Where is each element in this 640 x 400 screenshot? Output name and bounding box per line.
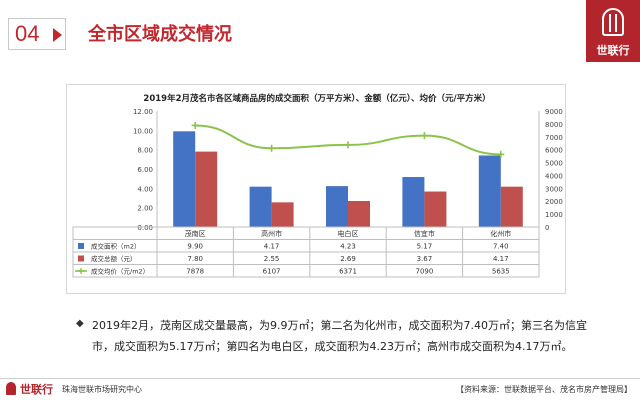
y-right-tick-label: 7000 [545, 134, 563, 142]
bar-area [326, 186, 348, 227]
legend-swatch [78, 243, 84, 249]
y-right-tick-label: 6000 [545, 147, 563, 155]
data-label: 2.69 [340, 255, 356, 263]
legend-swatch-marker [78, 268, 84, 274]
brand-logo: 世联行 [586, 0, 640, 62]
chart: 2019年2月茂名市各区域商品房的成交面积（万平方米）、金额（亿元）、均价（元/… [72, 93, 563, 278]
footer-brand: 世联行 [20, 383, 53, 396]
line-point-marker [344, 141, 352, 149]
y-right-tick-label: 5000 [545, 160, 563, 168]
data-label: 4.17 [493, 255, 509, 263]
bar-area [478, 155, 501, 227]
chart-frame: 2019年2月茂名市各区域商品房的成交面积（万平方米）、金额（亿元）、均价（元/… [66, 84, 566, 294]
y-left-tick-label: 10.00 [133, 127, 153, 135]
y-left-tick-label: 2.00 [137, 205, 153, 213]
data-label: 5635 [492, 268, 510, 276]
data-label: 6107 [263, 268, 281, 276]
data-label: 3.67 [417, 255, 433, 263]
line-point-marker [420, 132, 428, 140]
bar-amount [271, 202, 294, 227]
y-left-tick-label: 0.00 [137, 224, 153, 232]
line-point-marker [497, 150, 505, 158]
data-label: 2.55 [264, 255, 280, 263]
y-right-tick-label: 3000 [545, 185, 563, 193]
footer-source: 【资料来源：世联数据平台、茂名市房产管理局】 [456, 385, 632, 394]
y-left-tick-label: 12.00 [133, 108, 153, 116]
legend-label: 成交均价（元/m2） [91, 267, 149, 276]
legend-label: 成交面积（m2） [91, 242, 140, 251]
bar-amount [195, 151, 218, 227]
arrow-right-icon [53, 28, 62, 42]
section-number: 04 [15, 21, 40, 46]
y-left-tick-label: 4.00 [137, 185, 153, 193]
x-tick-label: 电白区 [338, 229, 359, 238]
chart-title: 2019年2月茂名市各区域商品房的成交面积（万平方米）、金额（亿元）、均价（元/… [143, 93, 490, 104]
y-left-tick-label: 8.00 [137, 147, 153, 155]
y-right-tick-label: 0 [545, 224, 549, 232]
summary-text: 2019年2月，茂南区成交量最高，为9.9万㎡；第二名为化州市，成交面积为7.4… [92, 319, 587, 353]
data-label: 7.40 [493, 243, 509, 251]
data-label: 5.17 [417, 243, 433, 251]
footer-divider [0, 378, 640, 379]
data-label: 7.80 [187, 255, 203, 263]
legend-label: 成交总额（元） [91, 254, 137, 263]
logo-mark-icon [602, 8, 624, 36]
x-tick-label: 化州市 [490, 229, 511, 238]
logo-text: 世联行 [596, 44, 630, 57]
data-label: 7090 [415, 268, 433, 276]
line-point-marker [191, 121, 199, 129]
y-right-tick-label: 2000 [545, 198, 563, 206]
data-label: 6371 [339, 268, 357, 276]
data-label: 4.17 [264, 243, 280, 251]
bar-area [173, 131, 196, 227]
data-label: 9.90 [187, 243, 203, 251]
x-tick-label: 高州市 [261, 229, 282, 238]
x-tick-label: 茂南区 [185, 229, 206, 238]
y-right-tick-label: 8000 [545, 121, 563, 129]
y-right-tick-label: 1000 [545, 211, 563, 219]
page-title: 全市区域成交情况 [88, 24, 232, 45]
footer-organization: 珠海世联市场研究中心 [62, 385, 142, 394]
bar-amount [424, 191, 447, 227]
bar-area [402, 177, 425, 227]
footer-logo-icon [6, 382, 16, 395]
bar-amount [348, 200, 370, 227]
data-label: 7878 [186, 268, 204, 276]
y-right-tick-label: 4000 [545, 172, 563, 180]
y-left-tick-label: 6.00 [137, 166, 153, 174]
line-point-marker [268, 144, 276, 152]
y-right-tick-label: 9000 [545, 108, 563, 116]
series-line-price [195, 124, 501, 156]
bar-amount [500, 186, 523, 227]
x-tick-label: 信宜市 [414, 229, 435, 238]
legend-swatch [78, 255, 84, 262]
bullet-icon: ◆ [76, 318, 84, 329]
section-number-box: 04 [8, 18, 66, 50]
bar-area [249, 186, 272, 227]
data-label: 4.23 [340, 243, 356, 251]
